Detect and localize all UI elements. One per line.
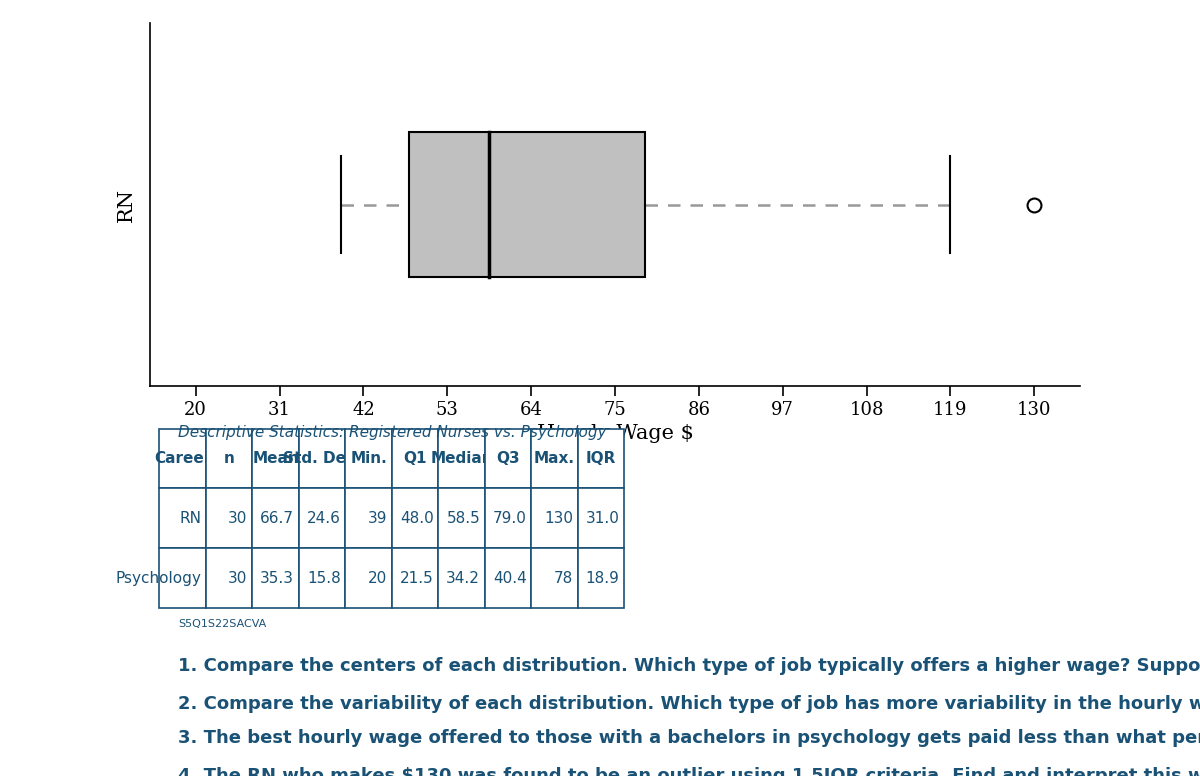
- Text: S5Q1S22SACVA: S5Q1S22SACVA: [178, 618, 266, 629]
- Text: 3. The best hourly wage offered to those with a bachelors in psychology gets pai: 3. The best hourly wage offered to those…: [178, 729, 1200, 747]
- Bar: [409, 132, 646, 278]
- X-axis label: Hourly Wage $: Hourly Wage $: [536, 424, 694, 444]
- Y-axis label: RN: RN: [118, 188, 136, 222]
- Text: Descriptive Statistics: Registered Nurses vs. Psychology: Descriptive Statistics: Registered Nurse…: [178, 425, 606, 440]
- Text: 4. The RN who makes $130 was found to be an outlier using 1.5IQR criteria. Find : 4. The RN who makes $130 was found to be…: [178, 767, 1200, 776]
- Text: 2. Compare the variability of each distribution. Which type of job has more vari: 2. Compare the variability of each distr…: [178, 695, 1200, 713]
- Text: 1. Compare the centers of each distribution. Which type of job typically offers : 1. Compare the centers of each distribut…: [178, 656, 1200, 675]
